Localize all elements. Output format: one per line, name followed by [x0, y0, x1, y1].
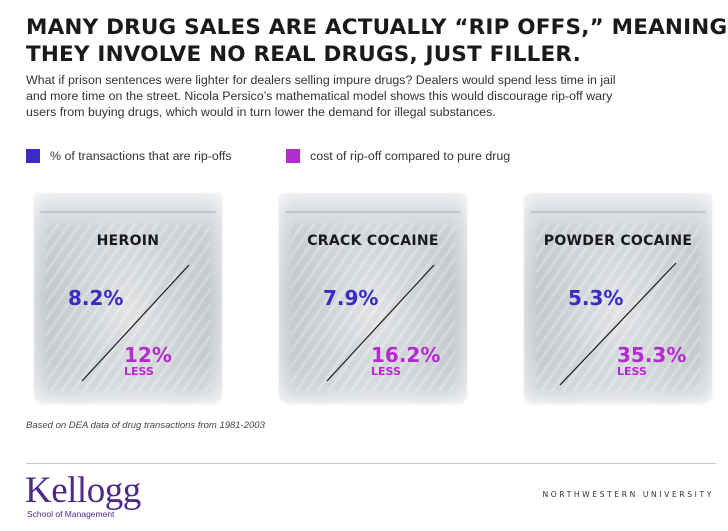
- cost-note-powder-cocaine: LESS: [617, 365, 647, 378]
- kellogg-logo-subtitle: School of Management: [27, 509, 115, 519]
- diagonal-divider: [81, 264, 190, 382]
- bag-texture: [46, 223, 210, 391]
- legend-label-cost: cost of rip-off compared to pure drug: [310, 149, 511, 163]
- bag-heroin: HEROIN 8.2% 12% LESS: [34, 193, 222, 403]
- cost-value-powder-cocaine: 35.3%: [617, 343, 687, 367]
- intro-line-3: users from buying drugs, which would in …: [26, 105, 496, 119]
- headline-line-1: MANY DRUG SALES ARE ACTUALLY “RIP OFFS,”…: [26, 15, 728, 40]
- cost-value-crack-cocaine: 16.2%: [371, 343, 441, 367]
- bag-texture: [536, 223, 700, 391]
- kellogg-logo: Kellogg: [25, 470, 141, 511]
- bag-zip: [40, 211, 216, 215]
- rip-off-value-heroin: 8.2%: [68, 286, 124, 310]
- legend-swatch-cost: [286, 149, 300, 163]
- source-note: Based on DEA data of drug transactions f…: [26, 420, 265, 431]
- diagonal-divider: [326, 264, 435, 382]
- bag-texture: [291, 223, 455, 391]
- rip-off-value-crack-cocaine: 7.9%: [323, 286, 379, 310]
- legend-swatch-rip-offs: [26, 149, 40, 163]
- intro-line-1: What if prison sentences were lighter fo…: [26, 73, 616, 87]
- headline-line-2: THEY INVOLVE NO REAL DRUGS, JUST FILLER.: [26, 42, 581, 67]
- drug-name-powder-cocaine: POWDER COCAINE: [543, 233, 693, 249]
- bag-crack-cocaine: CRACK COCAINE 7.9% 16.2% LESS: [279, 193, 467, 403]
- university-name: NORTHWESTERN UNIVERSITY: [542, 490, 714, 499]
- intro-line-2: and more time on the street. Nicola Pers…: [26, 89, 613, 103]
- legend-item-rip-offs: % of transactions that are rip-offs: [26, 148, 232, 164]
- cost-note-heroin: LESS: [124, 365, 154, 378]
- legend-item-cost: cost of rip-off compared to pure drug: [286, 148, 510, 164]
- bag-zip: [285, 211, 461, 215]
- diagonal-divider: [559, 262, 677, 386]
- intro-text: What if prison sentences were lighter fo…: [26, 72, 716, 120]
- legend-label-rip-offs: % of transactions that are rip-offs: [50, 149, 232, 163]
- bag-powder-cocaine: POWDER COCAINE 5.3% 35.3% LESS: [524, 193, 712, 403]
- cost-note-crack-cocaine: LESS: [371, 365, 401, 378]
- footer-divider: [26, 463, 716, 464]
- bag-zip: [530, 211, 706, 215]
- drug-name-crack-cocaine: CRACK COCAINE: [307, 233, 439, 249]
- cost-value-heroin: 12%: [124, 343, 172, 367]
- rip-off-value-powder-cocaine: 5.3%: [568, 286, 624, 310]
- drug-name-heroin: HEROIN: [96, 233, 160, 249]
- headline: MANY DRUG SALES ARE ACTUALLY “RIP OFFS,”…: [26, 14, 728, 68]
